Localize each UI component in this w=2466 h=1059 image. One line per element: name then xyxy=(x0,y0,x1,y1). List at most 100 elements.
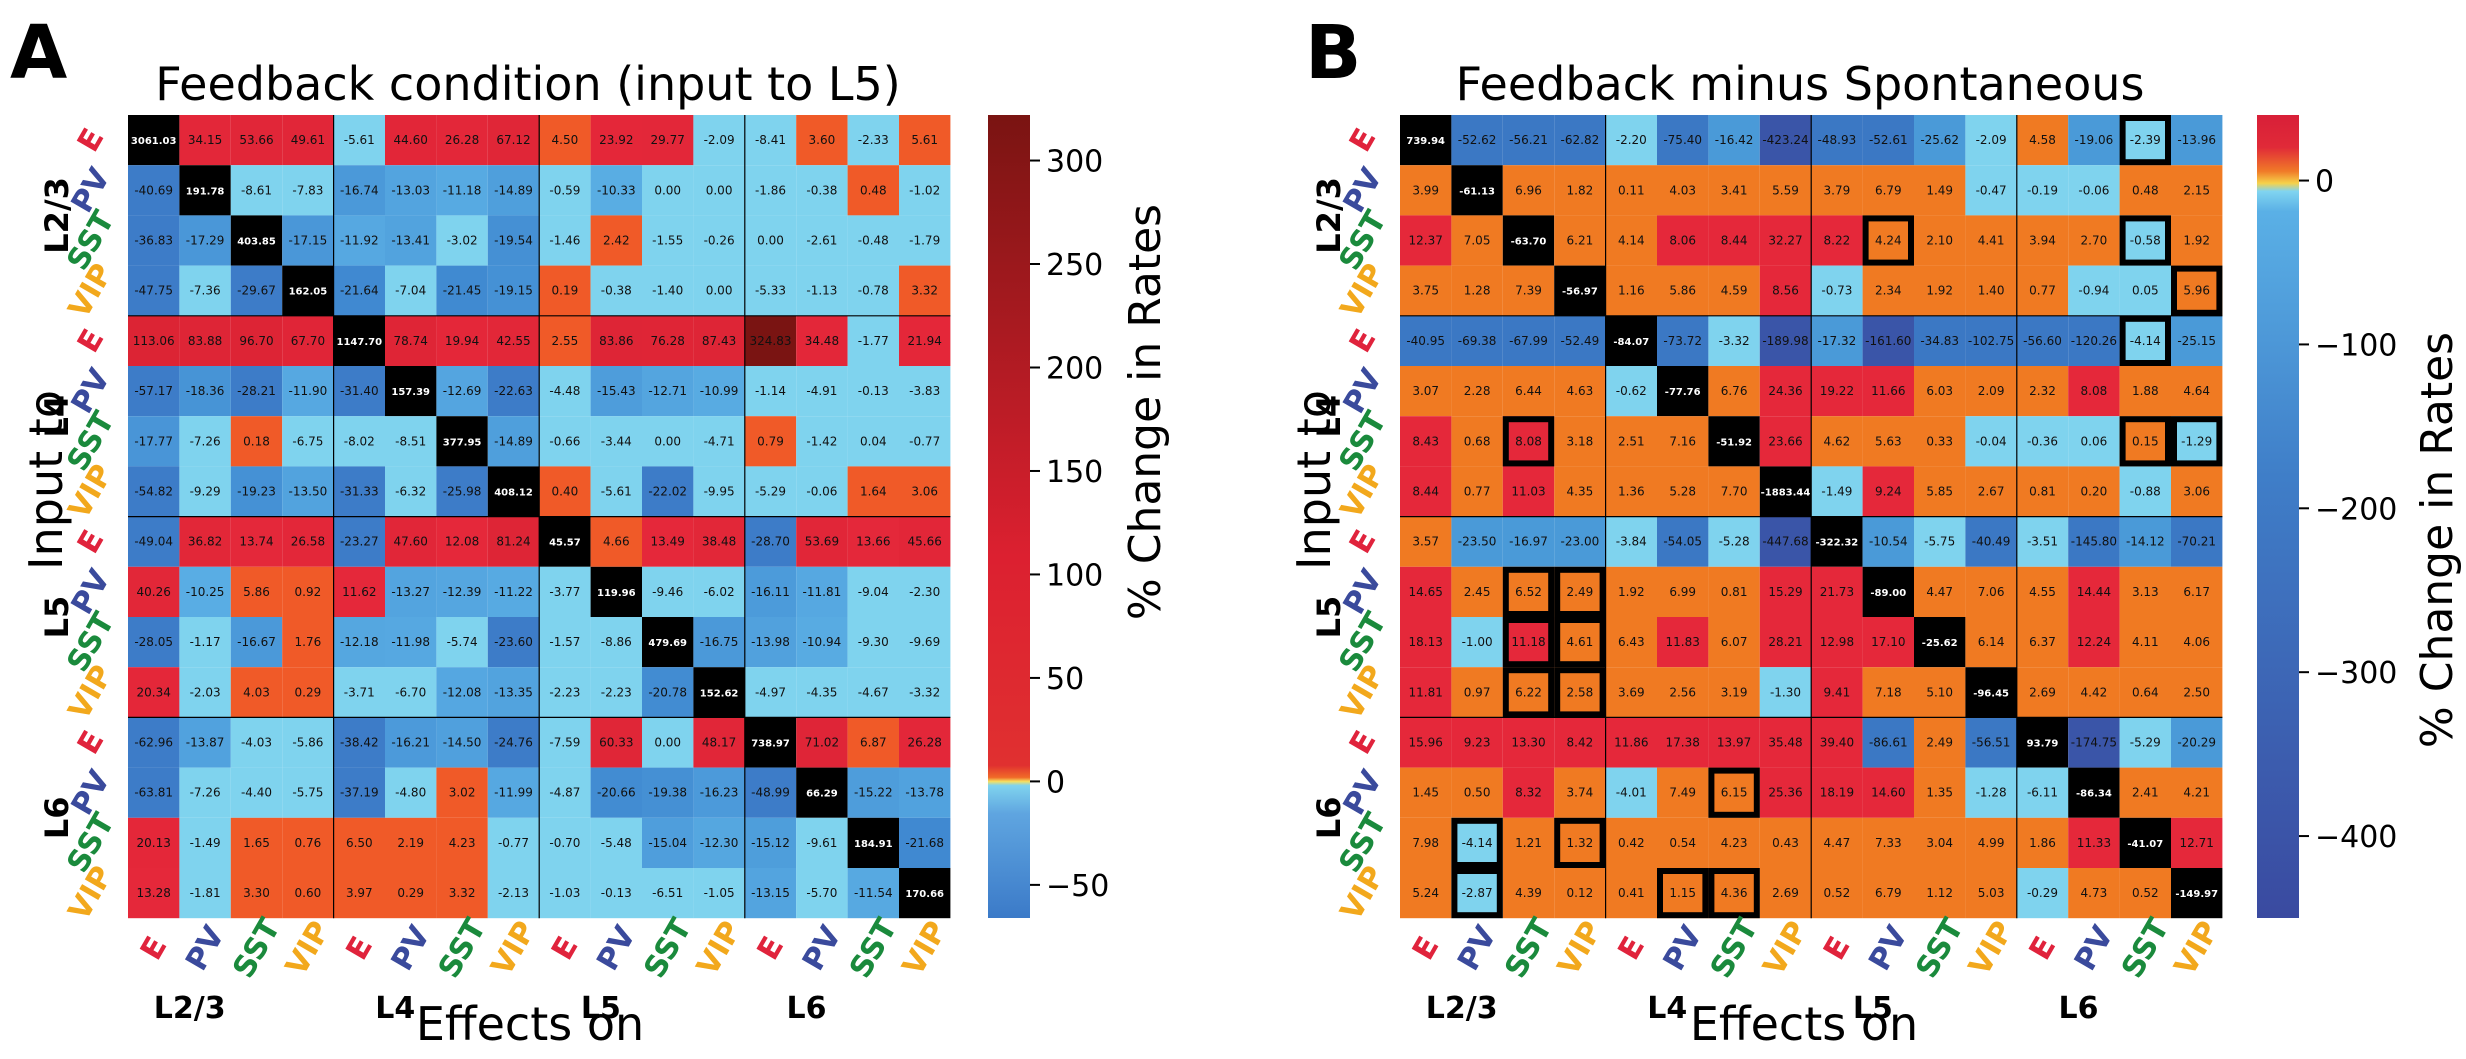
heatmap-cell-label: -0.19 xyxy=(2027,183,2058,197)
heatmap-cell-label: 11.66 xyxy=(1871,384,1905,398)
heatmap-cell-label: -15.04 xyxy=(648,836,687,850)
heatmap-cell xyxy=(487,717,540,768)
heatmap-cell-label: 6.17 xyxy=(2183,585,2210,599)
col-layer-label: L4 xyxy=(1647,991,1687,1026)
heatmap-cell-label: 20.13 xyxy=(137,836,171,850)
heatmap-cell-label: -15.12 xyxy=(751,836,790,850)
heatmap-cell-label: 3.60 xyxy=(809,133,836,147)
heatmap-cell xyxy=(1914,667,1966,718)
heatmap-cell-label: 93.79 xyxy=(2027,739,2059,750)
col-label-vip: VIP xyxy=(279,915,337,981)
heatmap-cell xyxy=(282,767,334,818)
heatmap-cell-label: -322.32 xyxy=(1816,538,1859,549)
heatmap-cell-label: -0.38 xyxy=(806,183,837,197)
heatmap-cell-label: -40.95 xyxy=(1406,334,1445,348)
heatmap-cell xyxy=(179,366,231,417)
heatmap-cell-label: -73.72 xyxy=(1663,334,1702,348)
heatmap-cell-label: 3.41 xyxy=(1721,183,1748,197)
heatmap-cell xyxy=(539,516,591,567)
heatmap-cell-label: -20.66 xyxy=(597,786,636,800)
heatmap-b-xlabel: Effects on xyxy=(1690,997,1918,1051)
heatmap-cell-label: 19.22 xyxy=(1820,384,1854,398)
heatmap-cell xyxy=(642,868,694,919)
heatmap-cell xyxy=(1657,215,1709,266)
heatmap-cell-label: -2.87 xyxy=(1462,886,1493,900)
heatmap-cell xyxy=(2119,667,2171,718)
heatmap-cell xyxy=(1965,667,2017,718)
heatmap-cell xyxy=(1605,817,1657,868)
heatmap-cell xyxy=(1451,516,1503,567)
heatmap-cell xyxy=(1400,566,1452,617)
heatmap-cell-label: 6.76 xyxy=(1721,384,1748,398)
heatmap-cell-label: 6.87 xyxy=(860,736,887,750)
heatmap-cell xyxy=(1965,165,2017,216)
heatmap-cell xyxy=(2171,617,2223,668)
heatmap-cell-label: 11.03 xyxy=(1511,485,1545,499)
heatmap-cell xyxy=(179,115,231,166)
heatmap-cell-label: -13.27 xyxy=(391,585,430,599)
heatmap-cell xyxy=(1965,416,2017,467)
heatmap-cell-label: -47.75 xyxy=(134,284,173,298)
heatmap-cell-label: -6.70 xyxy=(395,685,426,699)
heatmap-cell xyxy=(539,315,591,366)
heatmap-cell xyxy=(1811,817,1863,868)
heatmap-cell-label: 7.05 xyxy=(1464,234,1491,248)
heatmap-cell-label: 3.07 xyxy=(1412,384,1439,398)
heatmap-cell-label: -0.70 xyxy=(549,836,580,850)
heatmap-cell-label: -120.26 xyxy=(2071,334,2117,348)
heatmap-cell-label: 45.57 xyxy=(549,538,581,549)
heatmap-cell xyxy=(1554,667,1606,718)
heatmap-cell-label: 4.41 xyxy=(1978,234,2005,248)
col-label-e: E xyxy=(2023,931,2064,966)
heatmap-cell-label: 4.03 xyxy=(243,685,270,699)
heatmap-cell-label: 324.83 xyxy=(750,334,792,348)
heatmap-cell xyxy=(2016,466,2069,517)
heatmap-cell-label: -4.48 xyxy=(549,384,580,398)
heatmap-cell xyxy=(436,516,488,567)
heatmap-cell xyxy=(333,767,385,818)
row-layer-label: L5 xyxy=(1310,596,1348,639)
heatmap-cell xyxy=(539,717,591,768)
heatmap-cell-label: 11.83 xyxy=(1666,635,1700,649)
col-label-pv: PV xyxy=(590,919,643,976)
heatmap-cell xyxy=(1502,315,1555,366)
heatmap-cell xyxy=(1554,115,1606,166)
heatmap-cell xyxy=(2016,566,2069,617)
heatmap-cell-label: 4.64 xyxy=(2183,384,2210,398)
heatmap-cell-label: -52.49 xyxy=(1561,334,1600,348)
heatmap-cell-label: -3.32 xyxy=(1719,334,1750,348)
heatmap-cell xyxy=(2016,667,2069,718)
heatmap-cell xyxy=(2016,265,2069,316)
heatmap-cell-label: 34.15 xyxy=(188,133,222,147)
heatmap-cell-label: -2.03 xyxy=(190,685,221,699)
heatmap-cell xyxy=(2016,115,2069,166)
heatmap-cell-label: -13.50 xyxy=(289,485,328,499)
highlighted-cell-box xyxy=(1554,817,1606,868)
heatmap-cell-label: 23.66 xyxy=(1768,434,1802,448)
colorbar-b: −400 −300 −200 −100 0 xyxy=(2257,115,2397,918)
heatmap-cell xyxy=(642,366,694,417)
heatmap-cell-label: -0.94 xyxy=(2078,284,2109,298)
heatmap-cell-label: 40.26 xyxy=(137,585,171,599)
heatmap-cell xyxy=(693,868,745,919)
heatmap-cell xyxy=(2119,767,2171,818)
heatmap-cell-label: -54.05 xyxy=(1663,535,1702,549)
heatmap-cell-label: 3.18 xyxy=(1567,434,1594,448)
col-layer-label: L2/3 xyxy=(1426,991,1498,1026)
heatmap-cell-label: 0.81 xyxy=(1721,585,1748,599)
heatmap-cell xyxy=(1914,817,1966,868)
heatmap-cell xyxy=(2068,817,2120,868)
heatmap-cell xyxy=(899,165,951,216)
heatmap-cell-label: 2.49 xyxy=(1567,585,1594,599)
heatmap-cell xyxy=(282,315,334,366)
heatmap-cell xyxy=(128,817,180,868)
heatmap-cell xyxy=(385,416,437,467)
heatmap-cell xyxy=(1708,315,1760,366)
highlighted-cell-box xyxy=(1502,416,1555,467)
heatmap-cell-label: 2.19 xyxy=(397,836,424,850)
heatmap-cell-label: -86.34 xyxy=(2076,789,2112,800)
heatmap-cell xyxy=(590,868,642,919)
heatmap-cell xyxy=(128,617,180,668)
col-label-e: E xyxy=(339,931,380,966)
col-label-vip: VIP xyxy=(690,915,748,981)
